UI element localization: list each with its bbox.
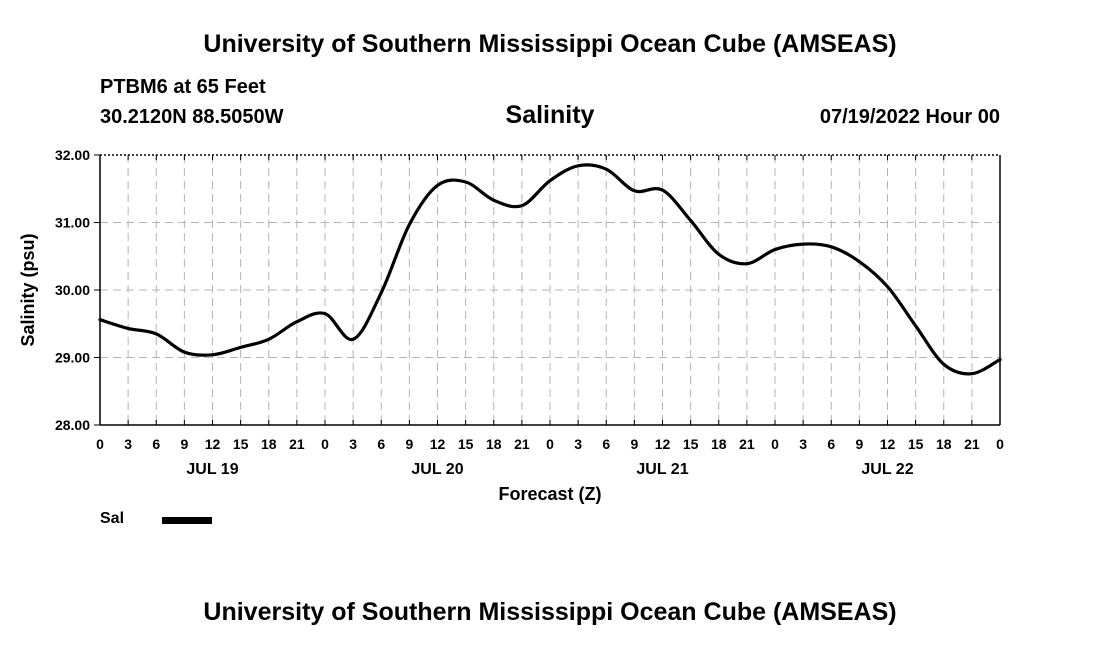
y-tick-label: 30.00	[55, 282, 90, 298]
chart-title: Salinity	[505, 101, 595, 129]
x-day-label: JUL 22	[861, 461, 913, 478]
x-tick-label: 18	[711, 436, 727, 452]
x-day-label: JUL 20	[411, 461, 463, 478]
legend-label: Sal	[100, 510, 125, 527]
x-tick-label: 6	[827, 436, 835, 452]
x-tick-label: 21	[514, 436, 530, 452]
x-tick-label: 9	[630, 436, 638, 452]
x-tick-label: 9	[405, 436, 413, 452]
x-tick-label: 12	[430, 436, 446, 452]
x-tick-label: 18	[936, 436, 952, 452]
x-tick-label: 3	[574, 436, 582, 452]
x-tick-label: 21	[289, 436, 305, 452]
x-tick-label: 21	[739, 436, 755, 452]
series-line-sal	[98, 163, 1002, 376]
x-tick-label: 15	[683, 436, 699, 452]
x-tick-label: 3	[124, 436, 132, 452]
y-axis-title: Salinity (psu)	[18, 233, 38, 346]
y-tick-label: 31.00	[55, 215, 90, 231]
x-tick-label: 18	[261, 436, 277, 452]
x-tick-label: 9	[855, 436, 863, 452]
footer-title: University of Southern Mississippi Ocean…	[203, 598, 897, 626]
x-tick-label: 6	[377, 436, 385, 452]
forecast-datetime: 07/19/2022 Hour 00	[819, 106, 1000, 128]
x-tick-label: 18	[486, 436, 502, 452]
legend-swatch	[162, 517, 212, 524]
x-axis-title: Forecast (Z)	[498, 484, 601, 504]
x-tick-label: 3	[799, 436, 807, 452]
y-tick-label: 29.00	[55, 350, 90, 366]
x-tick-label: 15	[233, 436, 249, 452]
x-tick-label: 0	[546, 436, 554, 452]
x-tick-label: 0	[771, 436, 779, 452]
x-tick-label: 0	[996, 436, 1004, 452]
x-tick-label: 6	[602, 436, 610, 452]
x-tick-label: 12	[205, 436, 221, 452]
y-tick-label: 28.00	[55, 417, 90, 433]
grid-lines	[100, 155, 1000, 425]
x-day-label: JUL 19	[186, 461, 238, 478]
x-tick-label: 21	[964, 436, 980, 452]
x-tick-label: 15	[908, 436, 924, 452]
axis-labels: 0 3 6 9 12 15 18 21 0 3 6 9 12 15 18 21 0 3 6 9 12 15 18 21 0 3 6 9…	[18, 147, 1004, 504]
x-tick-label: 0	[96, 436, 104, 452]
x-tick-label: 12	[655, 436, 671, 452]
page-title: University of Southern Mississippi Ocean…	[203, 30, 897, 58]
x-tick-label: 15	[458, 436, 474, 452]
x-day-label: JUL 21	[636, 461, 688, 478]
station-label: PTBM6 at 65 Feet	[100, 76, 266, 98]
axes	[94, 154, 1001, 426]
series-layer	[98, 163, 1002, 376]
y-tick-label: 32.00	[55, 147, 90, 163]
x-tick-label: 12	[880, 436, 896, 452]
x-tick-label: 9	[180, 436, 188, 452]
x-tick-label: 6	[152, 436, 160, 452]
x-tick-label: 3	[349, 436, 357, 452]
station-coordinates: 30.2120N 88.5050W	[100, 106, 284, 128]
x-tick-label: 0	[321, 436, 329, 452]
